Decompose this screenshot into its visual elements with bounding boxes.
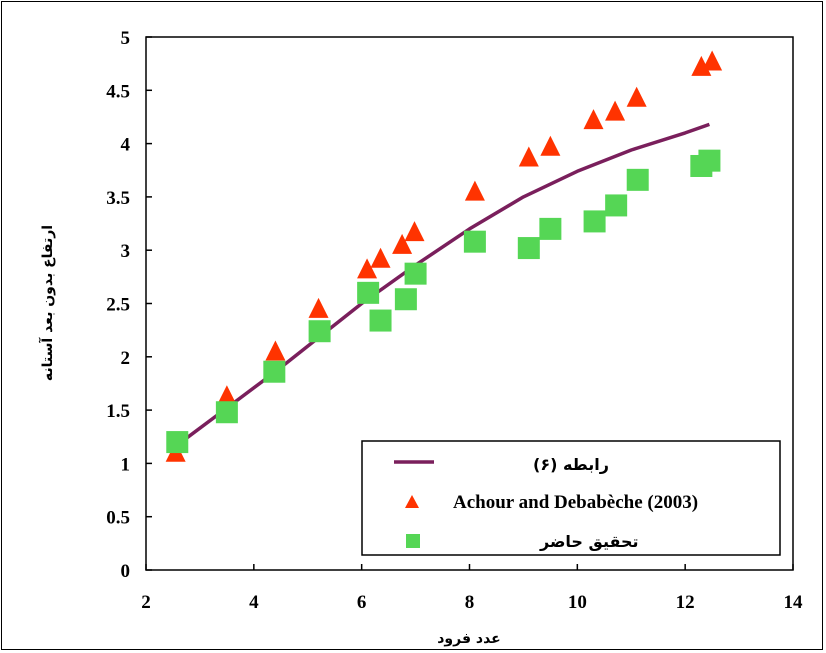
achour-triangle-point xyxy=(540,135,561,156)
legend-triangle-swatch xyxy=(405,495,419,508)
achour-triangle-point xyxy=(605,100,626,121)
x-tick-label: 2 xyxy=(141,592,151,613)
achour-triangle-point xyxy=(392,233,413,254)
y-tick-label: 1.5 xyxy=(106,401,130,422)
y-tick-label: 4 xyxy=(121,135,131,156)
present-study-square-point xyxy=(539,217,562,240)
achour-triangle-point xyxy=(583,109,604,130)
y-tick-label: 0 xyxy=(121,561,131,582)
legend-label-achour: Achour and Debabèche (2003) xyxy=(453,492,698,513)
x-tick-label: 6 xyxy=(357,592,367,613)
achour-triangle-point xyxy=(370,247,391,268)
present-study-square-point xyxy=(308,320,331,343)
achour-triangle-point xyxy=(518,146,539,167)
achour-triangle-point xyxy=(691,55,712,76)
y-tick-label: 3 xyxy=(121,241,131,262)
y-tick-label: 5 xyxy=(121,28,131,49)
achour-triangle-point xyxy=(265,340,286,361)
y-tick-label: 4.5 xyxy=(106,81,130,102)
present-study-square-point xyxy=(263,360,286,383)
y-tick-label: 1 xyxy=(121,454,131,475)
achour-triangle-point xyxy=(404,221,425,242)
present-study-square-point xyxy=(357,281,380,304)
present-study-square-point xyxy=(369,309,392,332)
achour-triangle-point xyxy=(626,86,647,107)
present-study-square-point xyxy=(394,288,417,311)
x-axis-title: عدد فرود xyxy=(437,631,500,647)
achour-triangle-point xyxy=(216,385,237,406)
x-tick-label: 4 xyxy=(249,592,259,613)
legend-box xyxy=(361,440,781,556)
present-study-square-point xyxy=(605,194,628,217)
y-tick-label: 2 xyxy=(121,348,131,369)
legend-label-equation: رابطه (۶) xyxy=(533,455,609,474)
present-study-square-point xyxy=(463,230,486,253)
achour-triangle-point xyxy=(357,258,378,279)
y-tick-label: 2.5 xyxy=(106,295,130,316)
y-tick-label: 0.5 xyxy=(106,508,130,529)
present-study-square-point xyxy=(698,149,721,172)
achour-triangle-point xyxy=(702,50,723,71)
achour-triangle-point xyxy=(308,297,329,318)
present-study-square-point xyxy=(517,237,540,260)
present-study-square-point xyxy=(404,262,427,285)
achour-triangle-point xyxy=(464,180,485,201)
y-axis-title: ارتفاع بدون بعد آستانه xyxy=(38,225,56,381)
x-tick-label: 10 xyxy=(568,592,587,613)
present-study-square-point xyxy=(166,431,189,454)
y-tick-label: 3.5 xyxy=(106,188,130,209)
x-tick-label: 12 xyxy=(676,592,695,613)
present-study-square-point xyxy=(215,401,238,424)
plot-area: 0 0.5 1 1.5 2 2.5 3 3.5 4 4.5 5 2 4 6 8 10 12 14 xyxy=(106,28,803,613)
legend-square-swatch xyxy=(406,534,420,548)
x-tick-label: 14 xyxy=(784,592,804,613)
legend-label-present-study: تحقیق حاضر xyxy=(539,532,639,551)
present-study-square-point xyxy=(626,168,649,191)
present-study-square-point xyxy=(583,210,606,233)
x-tick-label: 8 xyxy=(465,592,475,613)
legend: رابطه (۶) Achour and Debabèche (2003) تح… xyxy=(361,440,781,556)
